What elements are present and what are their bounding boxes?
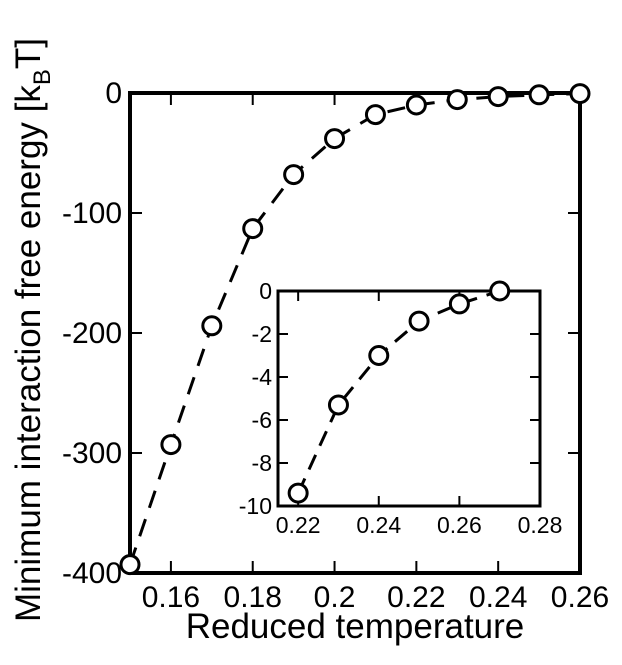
- inset-data-point: [489, 280, 511, 302]
- main-tick-labels: 0.16 0.18 0.2 0.22 0.24 0.260-100-200-300-400: [62, 77, 609, 614]
- inset-x-tick-label: 0.26: [437, 512, 482, 538]
- inset-plot-frame: [276, 289, 542, 508]
- inset-x-tick-label: 0.28: [518, 512, 563, 538]
- main-x-tick-label: 0.16: [142, 581, 200, 614]
- main-data-point: [446, 89, 468, 111]
- inset-x-tick-label: 0.24: [356, 512, 401, 538]
- main-x-tick-label: 0.18: [224, 581, 282, 614]
- main-data-point: [405, 94, 427, 116]
- y-axis-label-main: Minimum interaction free energy [k: [9, 85, 48, 622]
- inset-data-point: [448, 293, 470, 315]
- main-data-point: [201, 315, 223, 337]
- y-axis-label-tail: T]: [9, 38, 48, 69]
- y-axis-label: Minimum interaction free energy [kBT]: [9, 38, 56, 622]
- inset-y-tick-label: 0: [259, 278, 272, 304]
- main-data-point: [364, 104, 386, 126]
- main-data-point: [324, 128, 346, 150]
- main-y-tick-label: -400: [62, 557, 122, 590]
- main-x-tick-label: 0.26: [551, 581, 609, 614]
- inset-data-point: [287, 482, 309, 504]
- inset-data-point: [327, 394, 349, 416]
- main-data-point: [569, 83, 591, 105]
- main-data-point: [283, 164, 305, 186]
- main-data-point: [119, 554, 141, 576]
- main-data-point: [487, 86, 509, 108]
- inset-points: [287, 280, 511, 504]
- inset-x-tick-label: 0.22: [276, 512, 321, 538]
- main-y-tick-label: -300: [62, 437, 122, 470]
- inset-y-tick-label: -2: [252, 321, 272, 347]
- inset-data-point: [368, 345, 390, 366]
- x-axis-label: Reduced temperature: [186, 607, 525, 646]
- y-axis-label-subscript: B: [29, 69, 56, 85]
- main-points: [119, 83, 591, 576]
- main-data-point: [528, 84, 550, 106]
- main-x-tick-label: 0.2: [314, 581, 356, 614]
- inset-y-tick-label: -10: [239, 493, 272, 519]
- main-y-tick-label: -100: [62, 197, 122, 230]
- inset-y-tick-label: -8: [252, 450, 272, 476]
- main-x-tick-label: 0.22: [387, 581, 445, 614]
- inset-data-point: [408, 310, 430, 332]
- inset-ticks: [278, 290, 541, 507]
- inset-y-tick-label: -6: [252, 407, 272, 433]
- main-data-point: [160, 434, 182, 456]
- inset-y-tick-label: -4: [252, 364, 273, 390]
- main-data-point: [242, 218, 264, 240]
- main-y-tick-label: -200: [62, 317, 122, 350]
- main-y-tick-label: 0: [105, 77, 122, 110]
- main-x-tick-label: 0.24: [469, 581, 527, 614]
- inset-tick-labels: 0.22 0.24 0.26 0.28 0 -2 -4 -6 -8 -10: [239, 278, 563, 538]
